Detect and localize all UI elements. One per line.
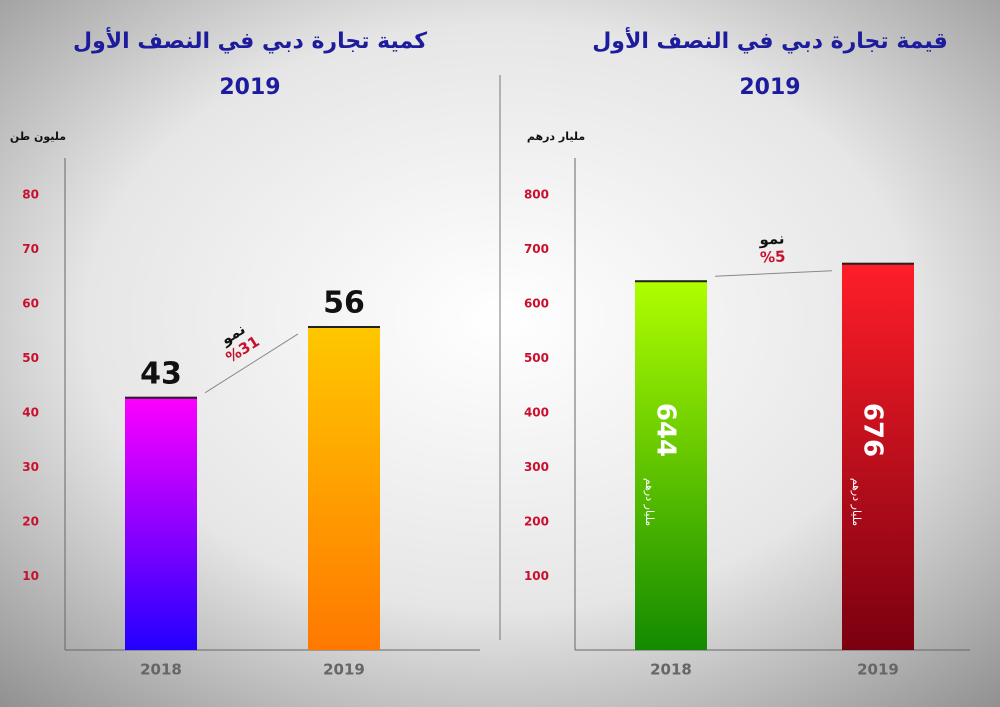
y-tick-label: 800 xyxy=(524,188,549,202)
chart-title: كمية تجارة دبي في النصف الأول xyxy=(73,26,427,54)
y-tick-label: 100 xyxy=(524,569,549,583)
value-label-unit: مليار درهم xyxy=(643,478,656,526)
bar xyxy=(125,396,197,650)
y-tick-label: 20 xyxy=(22,515,39,529)
x-tick-label: 2019 xyxy=(323,661,365,679)
y-tick-label: 200 xyxy=(524,515,549,529)
y-tick-label: 50 xyxy=(22,351,39,365)
bar xyxy=(842,262,914,650)
y-tick-label: 10 xyxy=(22,569,39,583)
value-label-group: 644 مليار درهم xyxy=(643,403,681,526)
y-axis-label: مليار درهم xyxy=(527,130,585,143)
bar xyxy=(635,280,707,650)
growth-line xyxy=(204,333,299,394)
chart-subtitle: 2019 xyxy=(739,75,800,100)
value-label: 56 xyxy=(323,285,365,320)
value-label: 43 xyxy=(140,356,182,391)
y-tick-label: 700 xyxy=(524,242,549,256)
y-tick-label: 70 xyxy=(22,242,39,256)
growth-annotation: نمو%5 xyxy=(758,229,786,266)
y-tick-label: 40 xyxy=(22,406,39,420)
growth-label: نمو xyxy=(758,229,785,248)
y-tick-label: 30 xyxy=(22,460,39,474)
x-tick-label: 2018 xyxy=(650,661,692,679)
bar xyxy=(308,325,380,650)
growth-line xyxy=(714,270,833,277)
growth-value: %5 xyxy=(760,247,786,266)
y-tick-label: 300 xyxy=(524,460,549,474)
value-label-unit: مليار درهم xyxy=(850,478,863,526)
value-label: 676 xyxy=(858,403,888,457)
value-label-group: 676 مليار درهم xyxy=(850,403,888,526)
y-tick-label: 60 xyxy=(22,297,39,311)
x-tick-label: 2019 xyxy=(857,661,899,679)
x-tick-label: 2018 xyxy=(140,661,182,679)
y-axis-label: مليون طن xyxy=(10,130,66,143)
y-tick-label: 500 xyxy=(524,351,549,365)
value-label: 644 xyxy=(651,403,681,457)
y-tick-label: 80 xyxy=(22,188,39,202)
y-tick-label: 400 xyxy=(524,406,549,420)
chart-title: قيمة تجارة دبي في النصف الأول xyxy=(592,26,948,54)
chart-subtitle: 2019 xyxy=(219,75,280,100)
y-tick-label: 600 xyxy=(524,297,549,311)
